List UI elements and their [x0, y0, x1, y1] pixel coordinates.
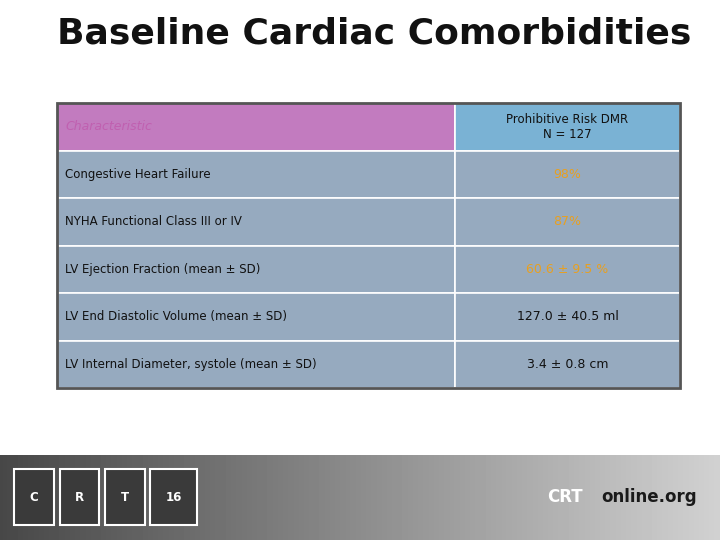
Text: Prohibitive Risk DMR
N = 127: Prohibitive Risk DMR N = 127: [506, 113, 629, 141]
Text: 98%: 98%: [554, 168, 582, 181]
Bar: [105, 469, 145, 525]
Text: 3.4 ± 0.8 cm: 3.4 ± 0.8 cm: [527, 357, 608, 371]
Text: 127.0 ± 40.5 ml: 127.0 ± 40.5 ml: [516, 310, 618, 323]
Text: online.org: online.org: [601, 489, 697, 507]
Text: R: R: [75, 490, 84, 504]
Text: 60.6 ± 9.5 %: 60.6 ± 9.5 %: [526, 263, 608, 276]
Text: Congestive Heart Failure: Congestive Heart Failure: [65, 168, 211, 181]
Text: T: T: [121, 490, 129, 504]
Bar: [60, 469, 99, 525]
Bar: [57, 103, 455, 151]
Bar: [455, 293, 680, 341]
Text: LV Internal Diameter, systole (mean ± SD): LV Internal Diameter, systole (mean ± SD…: [65, 357, 317, 371]
Text: Baseline Cardiac Comorbidities: Baseline Cardiac Comorbidities: [57, 17, 691, 51]
Bar: [57, 103, 680, 388]
Bar: [57, 198, 455, 246]
Bar: [455, 198, 680, 246]
Text: 87%: 87%: [554, 215, 582, 228]
Bar: [57, 293, 455, 341]
Text: C: C: [30, 490, 39, 504]
Bar: [57, 151, 455, 198]
Text: CRT: CRT: [547, 489, 582, 507]
Bar: [455, 246, 680, 293]
Bar: [455, 103, 680, 151]
Text: LV Ejection Fraction (mean ± SD): LV Ejection Fraction (mean ± SD): [65, 263, 261, 276]
Bar: [57, 341, 455, 388]
Bar: [455, 341, 680, 388]
Text: NYHA Functional Class III or IV: NYHA Functional Class III or IV: [65, 215, 242, 228]
Bar: [57, 246, 455, 293]
Text: 16: 16: [166, 490, 182, 504]
Text: LV End Diastolic Volume (mean ± SD): LV End Diastolic Volume (mean ± SD): [65, 310, 287, 323]
Bar: [150, 469, 197, 525]
Text: Characteristic: Characteristic: [65, 120, 152, 133]
Bar: [455, 151, 680, 198]
Bar: [14, 469, 54, 525]
